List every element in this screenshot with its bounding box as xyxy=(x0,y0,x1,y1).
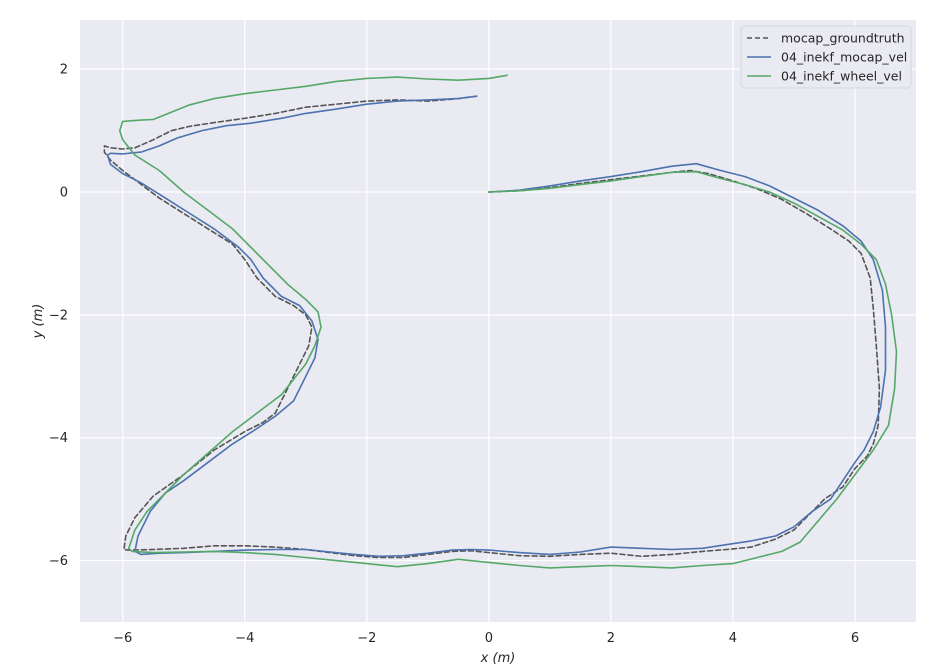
y-tick-label: −2 xyxy=(49,308,68,323)
series-line-2 xyxy=(118,74,898,569)
legend-label-inekf-mocap-vel: 04_inekf_mocap_vel xyxy=(781,50,907,65)
y-tick-label: 0 xyxy=(60,186,68,201)
legend-label-inekf-wheel-vel: 04_inekf_wheel_vel xyxy=(781,69,902,84)
x-tick-label: 6 xyxy=(851,631,859,646)
legend-label-mocap-groundtruth: mocap_groundtruth xyxy=(781,31,905,46)
x-tick-label: 0 xyxy=(485,631,493,646)
y-tick-label: −6 xyxy=(49,554,68,569)
grid-lines xyxy=(80,20,916,622)
y-axis-label: y (m) xyxy=(31,304,46,340)
legend: mocap_groundtruth 04_inekf_mocap_vel 04_… xyxy=(740,25,912,89)
x-tick-label: 4 xyxy=(729,631,737,646)
x-tick-label: −6 xyxy=(113,631,132,646)
y-axis-ticks: −6 −4 −2 0 2 xyxy=(49,63,68,569)
plot-area xyxy=(80,20,916,622)
y-tick-label: 2 xyxy=(60,63,68,78)
series-line-1 xyxy=(106,95,887,558)
x-tick-label: −2 xyxy=(357,631,376,646)
x-tick-label: 2 xyxy=(607,631,615,646)
series-line-0 xyxy=(103,95,881,559)
y-tick-label: −4 xyxy=(49,431,68,446)
x-tick-label: −4 xyxy=(235,631,254,646)
legend-box xyxy=(740,25,912,89)
x-axis-label: x (m) xyxy=(480,651,516,666)
x-axis-ticks: −6 −4 −2 0 2 4 6 xyxy=(113,631,859,646)
series-layer xyxy=(103,74,898,569)
